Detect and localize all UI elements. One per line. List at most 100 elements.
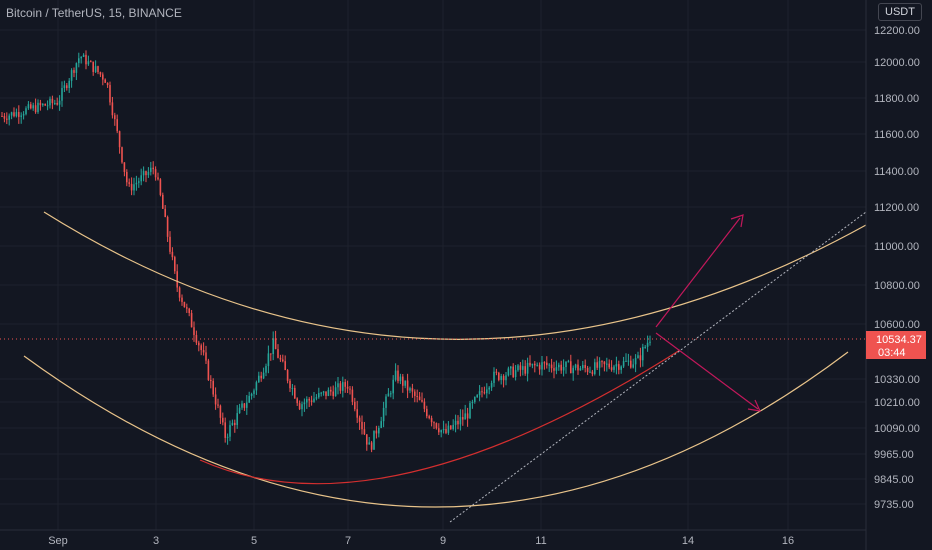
candle-body [27, 104, 30, 109]
candle-body [106, 82, 109, 86]
candle-body [73, 70, 75, 73]
y-tick-label: 12000.00 [874, 57, 920, 69]
candle-body [198, 342, 200, 346]
candle-body [75, 63, 78, 73]
candle-body [404, 380, 406, 386]
candle-body [166, 216, 169, 237]
candle-body [474, 397, 476, 402]
candle-body [373, 430, 375, 450]
candle-body [44, 104, 46, 106]
candle-body [255, 382, 258, 391]
candle-body [286, 370, 289, 381]
candle-body [402, 376, 404, 386]
candle-body [601, 361, 603, 363]
candle-body [123, 162, 126, 172]
upper-arc [43, 211, 867, 340]
candle-body [322, 391, 325, 393]
drawings [23, 211, 867, 523]
candle-body [272, 338, 274, 354]
candle-body [126, 171, 128, 183]
candle-body [642, 346, 644, 361]
candle-body [349, 388, 351, 390]
candle-body [277, 349, 279, 358]
y-tick-label: 10600.00 [874, 319, 920, 331]
candle-body [253, 390, 255, 394]
candle-body [90, 61, 92, 63]
candle-body [356, 409, 358, 418]
candle-body [22, 114, 25, 116]
candle-body [193, 327, 195, 335]
candle-body [224, 422, 226, 438]
candle-body [440, 430, 442, 433]
candle-body [630, 360, 632, 368]
candle-body [646, 342, 649, 347]
candle-body [18, 112, 20, 117]
candle-body [147, 171, 150, 176]
candle-body [358, 417, 361, 422]
candle-body [85, 54, 87, 65]
x-tick-label: 14 [682, 535, 694, 547]
candle-body [200, 345, 202, 351]
candle-body [152, 167, 154, 170]
candle-body [423, 401, 426, 409]
candle-body [140, 175, 142, 182]
candle-body [315, 397, 318, 399]
candle-body [188, 308, 190, 314]
candle-body [58, 100, 61, 105]
currency-button[interactable]: USDT [878, 3, 922, 21]
candle-body [570, 361, 572, 374]
candle-body [538, 364, 541, 370]
candle-body [174, 257, 176, 272]
candle-body [615, 364, 618, 367]
candle-body [210, 379, 212, 381]
arrow-down-head [747, 399, 762, 412]
candle-body [608, 363, 610, 368]
candle-body [558, 364, 560, 368]
candle-body [190, 313, 193, 328]
candle-body [394, 370, 397, 380]
price-tag: 10534.37 03:44 [0, 331, 926, 359]
x-tick-label: 11 [535, 535, 546, 547]
candle-body [339, 383, 342, 391]
candle-body [159, 179, 162, 195]
candle-body [97, 66, 99, 73]
candle-body [493, 371, 495, 383]
candle-body [574, 364, 577, 368]
candle-body [543, 362, 546, 364]
candle-body [483, 392, 486, 394]
candle-body [274, 338, 277, 350]
candle-body [308, 399, 310, 401]
candle-body [447, 425, 450, 433]
arrow-up-line [655, 217, 741, 328]
candle-body [282, 359, 284, 362]
candle-body [598, 361, 601, 368]
price-tag-text: 10534.37 [876, 334, 922, 346]
candle-body [178, 287, 181, 298]
candle-body [567, 361, 570, 363]
candle-body [370, 442, 373, 450]
candle-body [296, 398, 298, 404]
candle-body [366, 434, 368, 445]
candle-body [284, 361, 286, 371]
candle-body [579, 368, 582, 371]
candle-body [541, 362, 543, 370]
candle-body [469, 403, 471, 419]
candle-body [490, 382, 493, 388]
arrow-up-head [730, 214, 744, 228]
candle-body [546, 362, 548, 366]
candle-body [452, 424, 454, 430]
candle-body [354, 401, 356, 410]
candle-body [627, 360, 630, 362]
candle-body [505, 375, 507, 381]
candle-body [327, 389, 330, 396]
candle-body [217, 404, 219, 406]
candle-body [387, 393, 390, 397]
candle-body [531, 363, 534, 366]
candle-body [618, 364, 620, 370]
y-tick-label: 11200.00 [874, 202, 919, 214]
candle-body [241, 403, 243, 408]
candle-body [620, 366, 622, 370]
